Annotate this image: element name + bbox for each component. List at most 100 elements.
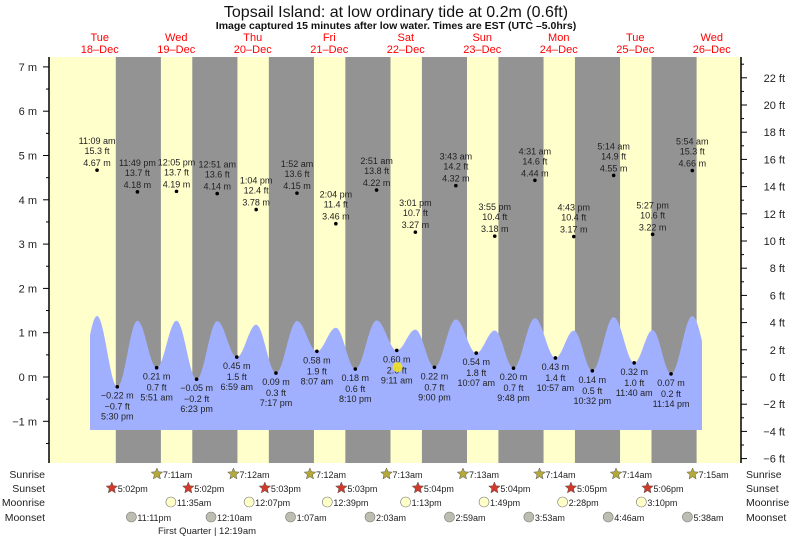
moonrise-row-label: Moonrise xyxy=(2,497,45,509)
low-tide-time: 9:11 am xyxy=(381,375,413,385)
low-tide-m: 0.22 m xyxy=(421,371,449,381)
day-date-label: 19–Dec xyxy=(157,44,195,56)
sunrise-row-label-right: Sunrise xyxy=(746,469,782,481)
high-tide-m: 4.67 m xyxy=(83,158,111,168)
low-tide-ft: 0.2 ft xyxy=(661,389,682,399)
high-tide-ft: 12.4 ft xyxy=(244,186,270,196)
high-tide-time: 12:51 am xyxy=(198,160,236,170)
low-tide-ft: 1.4 ft xyxy=(545,373,566,383)
moonset-icon xyxy=(205,511,217,523)
low-tide-point xyxy=(669,372,673,376)
day-name-label: Sat xyxy=(397,32,414,44)
high-tide-m: 3.46 m xyxy=(322,212,350,222)
high-tide-point xyxy=(135,190,140,194)
sunrise-time: 7:12am xyxy=(239,470,269,480)
high-tide-time: 3:43 am xyxy=(440,152,473,162)
moonset-time: 5:38am xyxy=(693,513,723,523)
sunset-icon xyxy=(258,481,272,494)
moonset-icon xyxy=(126,511,137,523)
moonset-icon xyxy=(285,511,296,523)
low-tide-ft: −0.2 ft xyxy=(184,394,210,404)
high-tide-time: 11:09 am xyxy=(79,136,116,146)
moonset-icon xyxy=(602,511,614,523)
right-tick-label: 20 ft xyxy=(764,100,785,112)
sun-moon-rows: Sunrise Sunrise 7:11am 7:12am 7:12am 7:13am 7:… xyxy=(2,467,789,524)
low-tide-ft: 0.6 ft xyxy=(345,384,366,394)
moonset-time: 1:07am xyxy=(297,513,327,523)
low-tide-m: 0.18 m xyxy=(342,373,370,383)
sunset-time: 5:02pm xyxy=(194,484,224,494)
right-tick-label: 0 ft xyxy=(770,372,785,384)
sunset-time: 5:02pm xyxy=(118,484,148,494)
high-tide-ft: 13.8 ft xyxy=(364,166,390,176)
low-tide-time: 8:10 pm xyxy=(339,394,372,404)
right-tick-label: 12 ft xyxy=(764,209,785,221)
high-tide-time: 2:51 am xyxy=(360,156,393,166)
right-tick-label: 2 ft xyxy=(770,345,785,357)
moonrise-time: 2:28pm xyxy=(569,498,599,508)
low-tide-ft: 0.5 ft xyxy=(582,386,603,396)
high-tide-m: 4.18 m xyxy=(124,180,152,190)
day-labels: Tue18–DecWed19–DecThu20–DecFri21–DecSat2… xyxy=(81,32,731,56)
high-tide-ft: 11.4 ft xyxy=(324,200,349,210)
low-tide-point xyxy=(432,365,437,370)
sunset-time: 5:05pm xyxy=(577,484,607,494)
low-tide-m: 0.45 m xyxy=(223,361,251,371)
sunset-icon xyxy=(641,481,654,494)
low-tide-time: 6:59 am xyxy=(220,382,253,392)
sunrise-time: 7:14am xyxy=(622,470,652,480)
high-tide-ft: 10.4 ft xyxy=(561,213,587,223)
current-time-marker xyxy=(392,362,403,373)
low-tide-time: 5:30 pm xyxy=(101,412,134,422)
high-tide-m: 4.15 m xyxy=(283,181,311,191)
low-tide-time: 9:00 pm xyxy=(418,392,451,402)
moonrise-time: 3:10pm xyxy=(647,498,677,508)
sunset-icon xyxy=(411,481,425,494)
right-tick-label: 10 ft xyxy=(764,236,785,248)
moonrise-icon xyxy=(322,496,333,508)
left-tick-label: 1 m xyxy=(19,328,37,340)
moonset-icon xyxy=(444,511,455,523)
day-name-label: Thu xyxy=(243,32,262,44)
right-tick-label: 14 ft xyxy=(764,182,785,194)
day-name-label: Mon xyxy=(548,32,569,44)
sunrise-time: 7:12am xyxy=(316,470,346,480)
moon-phase: First Quarter | 12:19am xyxy=(158,526,256,537)
day-name-label: Tue xyxy=(90,32,109,44)
sunset-icon xyxy=(488,481,501,494)
high-tide-ft: 13.6 ft xyxy=(284,169,310,179)
low-tide-point xyxy=(115,384,120,389)
left-tick-label: 3 m xyxy=(19,239,37,251)
sunrise-icon xyxy=(456,467,470,480)
left-tick-label: 2 m xyxy=(19,283,37,295)
high-tide-point xyxy=(650,232,655,237)
right-tick-label: 4 ft xyxy=(770,318,785,330)
high-tide-ft: 10.4 ft xyxy=(482,212,508,222)
day-name-label: Wed xyxy=(701,32,723,44)
sunrise-icon xyxy=(380,467,393,480)
day-date-label: 22–Dec xyxy=(387,44,425,56)
sunset-icon xyxy=(105,481,119,494)
right-tick-label: 6 ft xyxy=(770,290,785,302)
low-tide-m: 0.58 m xyxy=(303,355,331,365)
moonrise-row-label-right: Moonrise xyxy=(746,497,789,509)
moonrise-icon xyxy=(243,496,255,508)
sunrise-time: 7:14am xyxy=(546,470,576,480)
moonset-time: 3:53am xyxy=(535,513,565,523)
high-tide-m: 4.55 m xyxy=(600,163,628,173)
moonset-time: 12:10am xyxy=(217,513,252,523)
low-tide-point xyxy=(632,361,636,365)
low-tide-ft: 1.9 ft xyxy=(307,366,328,376)
high-tide-m: 3.18 m xyxy=(481,224,509,234)
sunrise-icon xyxy=(609,467,623,480)
day-name-label: Wed xyxy=(165,32,187,44)
right-tick-label: −6 ft xyxy=(763,454,785,466)
high-tide-m: 4.66 m xyxy=(679,159,707,169)
high-tide-ft: 10.6 ft xyxy=(640,210,666,220)
day-date-label: 24–Dec xyxy=(540,44,578,56)
moonset-time: 2:59am xyxy=(455,513,485,523)
high-tide-m: 4.44 m xyxy=(521,168,549,178)
day-date-label: 26–Dec xyxy=(693,44,731,56)
moonset-time: 11:11pm xyxy=(137,513,171,523)
low-tide-ft: 1.5 ft xyxy=(227,372,248,382)
